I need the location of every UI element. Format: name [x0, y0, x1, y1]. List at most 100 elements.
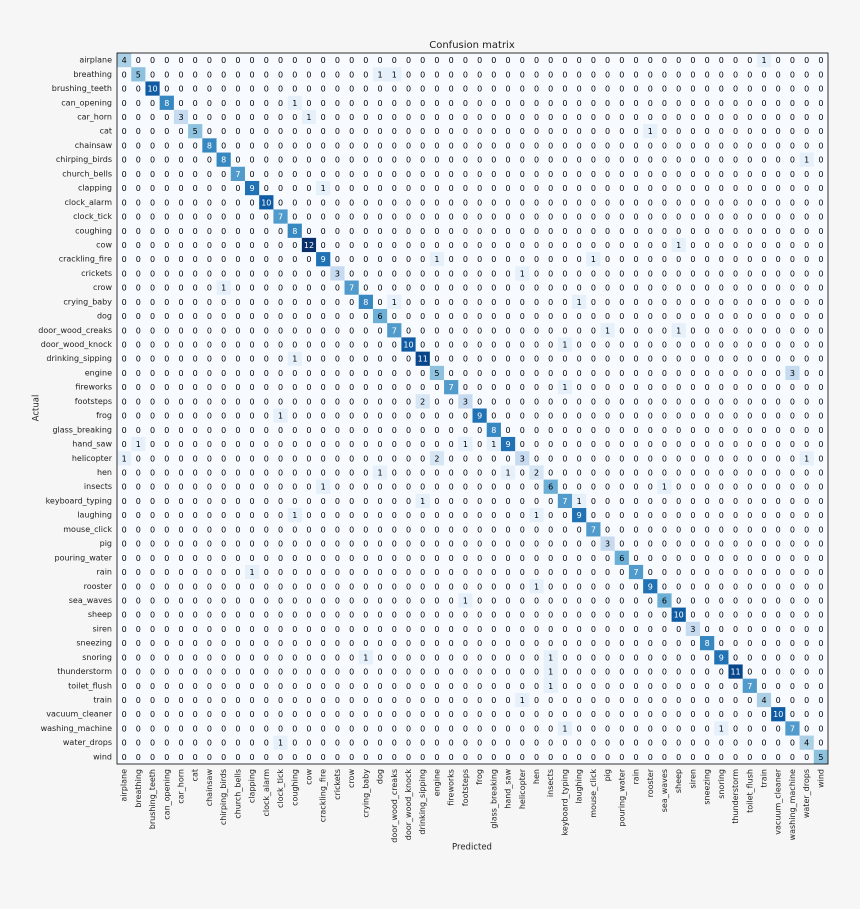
cell-label: 0 — [122, 483, 127, 492]
cell-label: 0 — [534, 113, 539, 122]
cell-label: 0 — [605, 668, 610, 677]
cell-label: 0 — [804, 70, 809, 79]
cell-label: 0 — [633, 625, 638, 634]
cell-label: 0 — [591, 440, 596, 449]
cell-label: 0 — [747, 70, 752, 79]
cell-label: 0 — [363, 312, 368, 321]
cell-label: 0 — [633, 56, 638, 65]
cell — [244, 67, 260, 82]
cell-label: 0 — [178, 184, 183, 193]
cell-label: 0 — [235, 483, 240, 492]
cell-label: 0 — [349, 724, 354, 733]
cell-label: 0 — [804, 426, 809, 435]
cell-label: 7 — [790, 724, 795, 733]
cell-label: 0 — [136, 412, 141, 421]
cell-label: 0 — [378, 156, 383, 165]
cell — [202, 124, 217, 139]
cell-label: 0 — [676, 213, 681, 222]
cell-label: 0 — [406, 113, 411, 122]
cell-label: 0 — [321, 170, 326, 179]
cell-label: 0 — [562, 753, 567, 762]
cell-label: 0 — [306, 625, 311, 634]
cell-label: 0 — [292, 241, 297, 250]
cell-label: 0 — [420, 426, 425, 435]
cell — [287, 109, 303, 125]
cell-label: 0 — [306, 582, 311, 591]
cell-label: 0 — [506, 483, 511, 492]
cell-label: 0 — [378, 568, 383, 577]
cell-label: 9 — [250, 184, 255, 193]
cell-label: 0 — [235, 724, 240, 733]
cell-label: 0 — [250, 141, 255, 150]
cell — [273, 53, 288, 68]
cell-label: 0 — [193, 412, 198, 421]
cell-label: 0 — [605, 56, 610, 65]
cell-label: 0 — [207, 85, 212, 94]
cell-label: 0 — [292, 170, 297, 179]
cell-label: 0 — [164, 326, 169, 335]
cell-label: 0 — [434, 468, 439, 477]
cell-label: 0 — [690, 639, 695, 648]
cell-label: 0 — [420, 312, 425, 321]
cell-label: 0 — [463, 383, 468, 392]
cell-label: 0 — [150, 682, 155, 691]
cell-label: 0 — [733, 468, 738, 477]
cell-label: 0 — [321, 241, 326, 250]
cell-label: 0 — [790, 625, 795, 634]
cell-label: 0 — [619, 198, 624, 207]
cell-label: 0 — [306, 170, 311, 179]
cell-label: 0 — [122, 710, 127, 719]
cell-label: 1 — [520, 269, 525, 278]
cell-label: 0 — [321, 724, 326, 733]
cell-label: 0 — [221, 483, 226, 492]
cell-label: 0 — [335, 341, 340, 350]
cell — [173, 109, 189, 125]
cell-label: 0 — [591, 341, 596, 350]
cell-label: 0 — [363, 696, 368, 705]
cell-label: 0 — [506, 70, 511, 79]
cell-label: 0 — [221, 412, 226, 421]
cell-label: 0 — [164, 255, 169, 264]
cell-label: 0 — [193, 184, 198, 193]
cell-label: 0 — [790, 213, 795, 222]
cell — [259, 81, 274, 96]
cell-label: 0 — [306, 355, 311, 364]
cell-label: 0 — [122, 369, 127, 378]
cell-label: 0 — [548, 198, 553, 207]
cell-label: 0 — [790, 639, 795, 648]
cell-label: 0 — [662, 468, 667, 477]
cell-label: 0 — [747, 639, 752, 648]
cell-label: 0 — [235, 511, 240, 520]
cell-label: 2 — [434, 454, 439, 463]
cell-label: 0 — [633, 141, 638, 150]
cell-label: 0 — [449, 255, 454, 264]
cell — [145, 138, 160, 153]
cell-label: 0 — [306, 85, 311, 94]
cell — [401, 67, 416, 82]
cell-label: 9 — [648, 582, 653, 591]
cell-label: 0 — [349, 426, 354, 435]
cell-label: 0 — [449, 540, 454, 549]
cell-label: 0 — [463, 213, 468, 222]
cell-label: 0 — [420, 582, 425, 591]
cell-label: 0 — [648, 511, 653, 520]
cell-label: 0 — [264, 582, 269, 591]
cell-label: 0 — [150, 198, 155, 207]
cell-label: 0 — [349, 440, 354, 449]
cell — [216, 67, 232, 82]
cell-label: 0 — [477, 554, 482, 563]
cell-label: 0 — [633, 497, 638, 506]
cell — [557, 53, 573, 68]
cell-label: 0 — [747, 184, 752, 193]
cell-label: 0 — [335, 468, 340, 477]
cell-label: 1 — [577, 298, 582, 307]
cell-label: 0 — [278, 198, 283, 207]
cell-label: 0 — [705, 269, 710, 278]
cell-label: 0 — [363, 56, 368, 65]
cell-label: 0 — [619, 113, 624, 122]
cell-label: 0 — [562, 696, 567, 705]
cell-label: 0 — [136, 312, 141, 321]
cell-label: 0 — [591, 99, 596, 108]
cell-label: 0 — [804, 369, 809, 378]
cell-label: 0 — [122, 355, 127, 364]
